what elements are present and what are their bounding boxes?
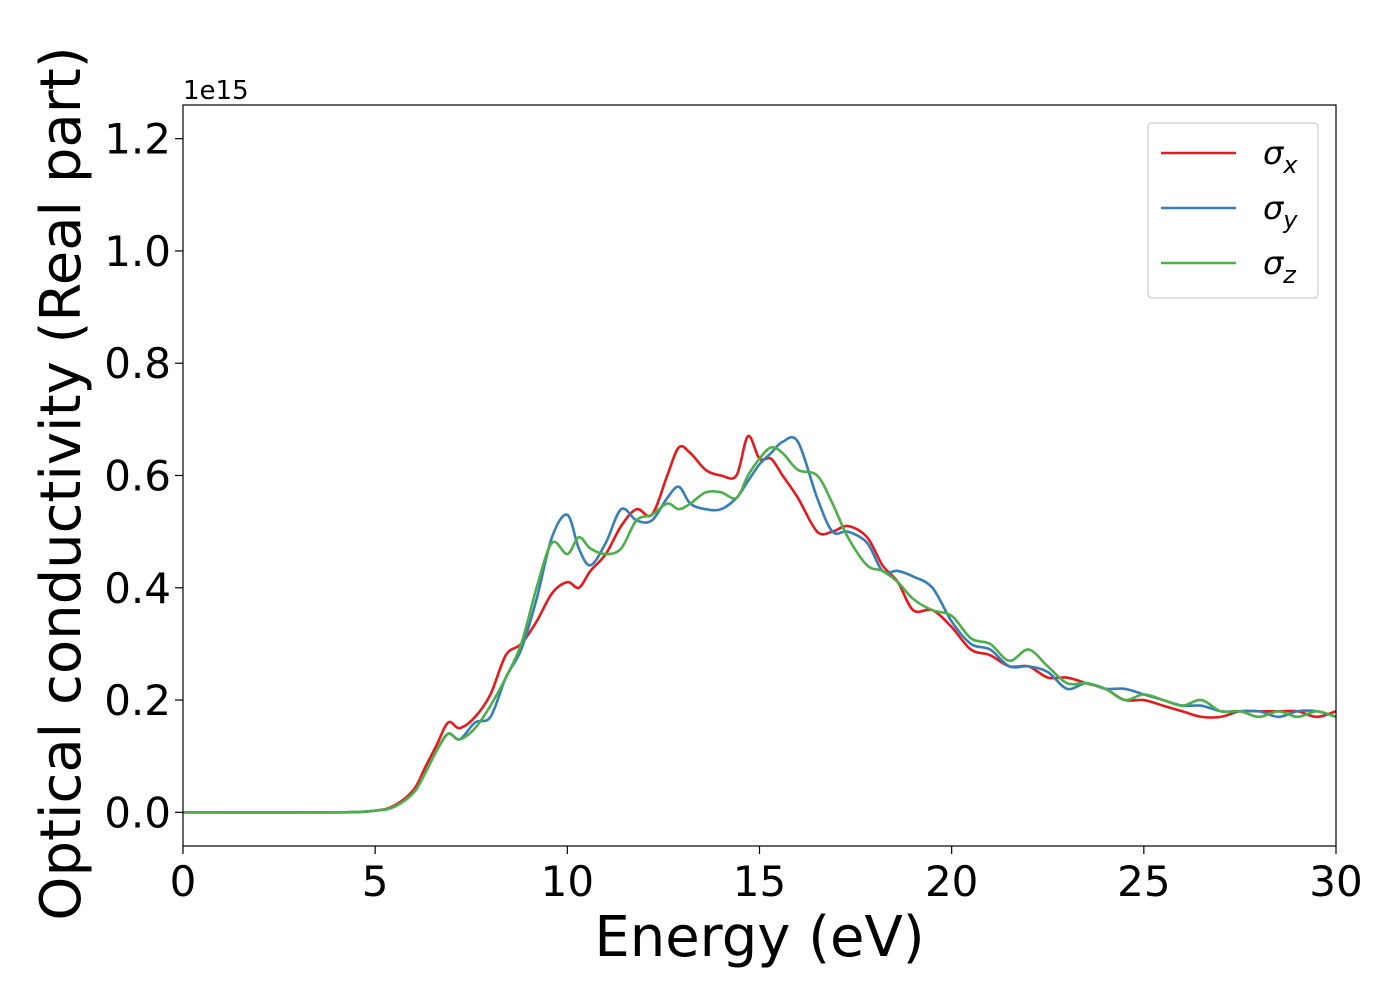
x-axis-label: Energy (eV) (594, 905, 924, 970)
y-tick-label: 0.6 (104, 452, 171, 501)
y-axis-label: Optical conductivity (Real part) (29, 46, 94, 920)
y-tick-label: 1.0 (104, 227, 171, 276)
series-line-x (183, 434, 1336, 814)
y-axis-offset-label: 1e15 (183, 76, 249, 106)
x-tick-label: 15 (733, 857, 786, 906)
x-tick-label: 0 (170, 857, 197, 906)
x-tick-label: 10 (541, 857, 594, 906)
x-tick-label: 5 (362, 857, 389, 906)
x-tick-label: 30 (1309, 857, 1362, 906)
x-tick-label: 25 (1117, 857, 1170, 906)
legend-label-y: σy (1263, 189, 1298, 234)
legend: σx σy σz (1147, 122, 1319, 299)
axis-ticks: 0 5 10 15 20 25 30 0.0 0.2 0.4 0.6 0.8 1.0 1.2 (104, 115, 1363, 906)
y-tick-label: 0.0 (104, 788, 171, 837)
plot-frame (182, 104, 1337, 847)
legend-label-x: σx (1263, 134, 1298, 179)
y-tick-label: 0.2 (104, 676, 171, 725)
x-tick-label: 20 (925, 857, 978, 906)
y-tick-label: 1.2 (104, 115, 171, 164)
series-line-y (183, 435, 1336, 814)
series-line-z (183, 445, 1336, 814)
legend-label-z: σz (1263, 244, 1297, 289)
y-tick-label: 0.4 (104, 564, 171, 613)
legend-box (1147, 122, 1319, 299)
y-tick-label: 0.8 (104, 339, 171, 388)
plot-area (183, 434, 1336, 814)
